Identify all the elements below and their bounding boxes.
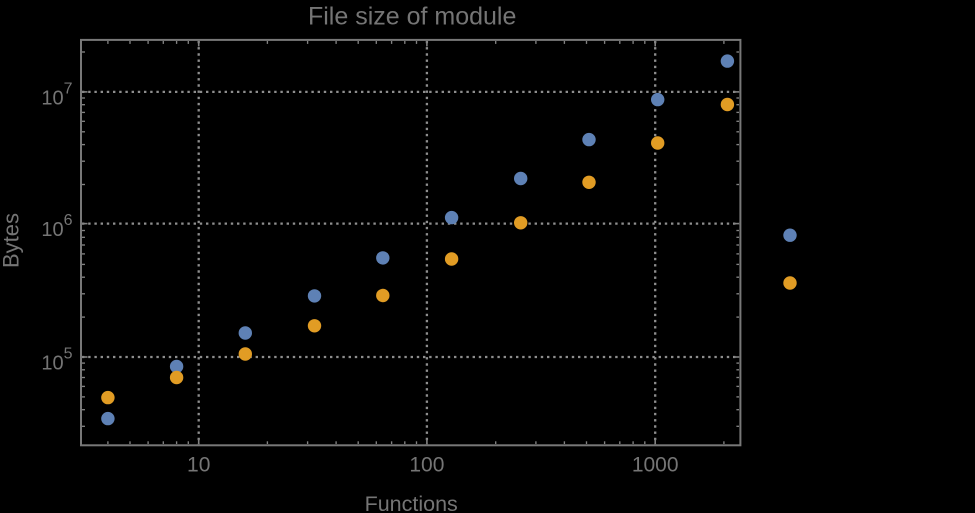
svg-text:File size of module: File size of module xyxy=(308,3,516,31)
svg-text:100: 100 xyxy=(409,453,444,476)
svg-text:10: 10 xyxy=(187,453,210,476)
svg-text:1000: 1000 xyxy=(632,453,679,476)
svg-text:Functions: Functions xyxy=(365,492,458,513)
svg-text:Bytes: Bytes xyxy=(0,213,24,268)
